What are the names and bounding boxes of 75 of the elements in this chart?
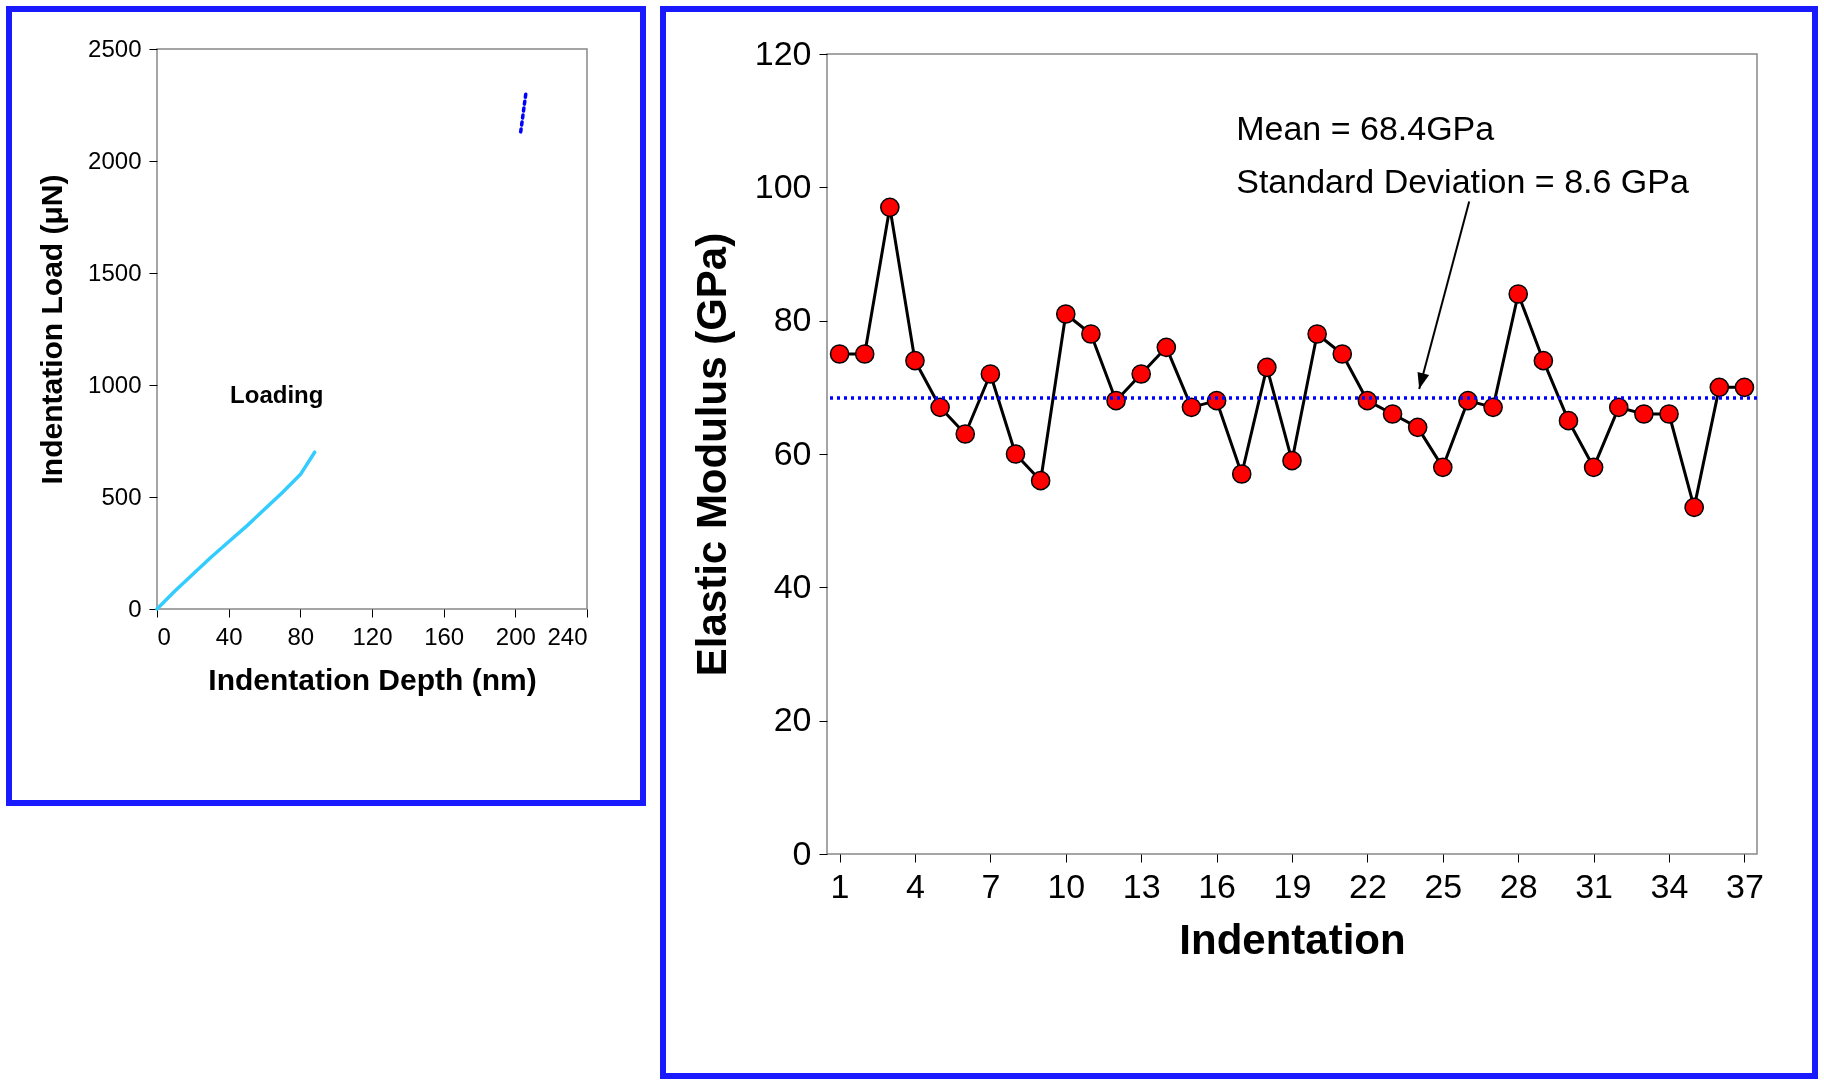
point (1684, 497, 1704, 518)
x-tick-label: 160 (424, 622, 465, 650)
point (1608, 397, 1629, 418)
y-tick-label: 20 (773, 700, 812, 739)
point (1231, 464, 1252, 484)
x-tick-label: 80 (287, 622, 315, 650)
annotation: Standard Deviation = 8.6 GPa (1236, 161, 1689, 200)
point (1030, 470, 1051, 491)
x-tick-label: 200 (495, 622, 536, 650)
point (1282, 450, 1302, 471)
point (1055, 304, 1076, 324)
point (1558, 410, 1579, 431)
point (1407, 417, 1428, 438)
point (1583, 457, 1604, 478)
y-tick-label: 0 (128, 594, 142, 622)
point (1081, 324, 1101, 344)
point (980, 364, 1001, 384)
x-axis-title: Indentation Depth (nm) (208, 662, 537, 696)
point (1156, 337, 1177, 358)
point (930, 397, 950, 418)
x-tick-label: 16 (1198, 866, 1237, 905)
annotation: Mean = 68.4GPa (1236, 109, 1495, 147)
x-tick-label: 13 (1122, 866, 1161, 905)
line-series (155, 450, 317, 611)
x-tick-label: 22 (1348, 866, 1387, 905)
annotation: Loading (230, 381, 324, 409)
x-tick-label: 40 (215, 622, 243, 650)
y-tick-label: 2500 (88, 34, 142, 62)
x-tick-label: 25 (1424, 866, 1463, 905)
point (1382, 404, 1403, 424)
y-tick-label: 500 (101, 482, 142, 510)
x-tick-label: 19 (1273, 866, 1312, 905)
x-tick-label: 34 (1650, 866, 1689, 905)
point (1005, 444, 1026, 464)
point (1508, 284, 1529, 304)
y-tick-label: 120 (754, 33, 812, 72)
x-tick-label: 120 (352, 622, 393, 650)
point (905, 350, 925, 371)
y-tick-label: 60 (773, 433, 812, 472)
point (854, 344, 875, 364)
y-tick-label: 100 (754, 166, 812, 205)
point (1483, 397, 1503, 418)
y-axis-title: Indentation Load (μN) (35, 174, 69, 485)
x-tick-label: 1 (830, 866, 850, 905)
x-tick-label: 7 (981, 866, 1001, 905)
y-tick-label: 0 (792, 833, 812, 872)
point (1432, 457, 1453, 478)
x-tick-label: 10 (1047, 866, 1086, 905)
x-tick-label: 28 (1499, 866, 1538, 905)
x-tick-label: 31 (1575, 866, 1614, 905)
point (1734, 377, 1755, 398)
x-tick-label: 37 (1726, 866, 1764, 905)
point (829, 344, 850, 364)
y-tick-label: 40 (773, 566, 812, 605)
point (1257, 357, 1277, 378)
y-tick-label: 1500 (88, 258, 142, 286)
point (1634, 404, 1654, 424)
point (955, 424, 976, 444)
y-tick-label: 80 (773, 300, 812, 339)
point (880, 197, 900, 218)
point (1181, 397, 1202, 418)
point (1357, 390, 1378, 411)
point (1659, 404, 1679, 424)
point (1332, 344, 1353, 364)
point (1131, 364, 1152, 384)
x-axis-title: Indentation (1179, 915, 1406, 963)
y-tick-label: 1000 (88, 370, 142, 398)
point (1307, 324, 1327, 344)
x-tick-label: 4 (906, 866, 925, 905)
point (1709, 377, 1730, 398)
x-tick-label: 240 (547, 622, 588, 650)
x-tick-label: 0 (157, 622, 171, 650)
y-tick-label: 2000 (88, 146, 142, 174)
y-axis-title: Elastic Modulus (GPa) (687, 232, 735, 677)
point (1533, 350, 1554, 371)
